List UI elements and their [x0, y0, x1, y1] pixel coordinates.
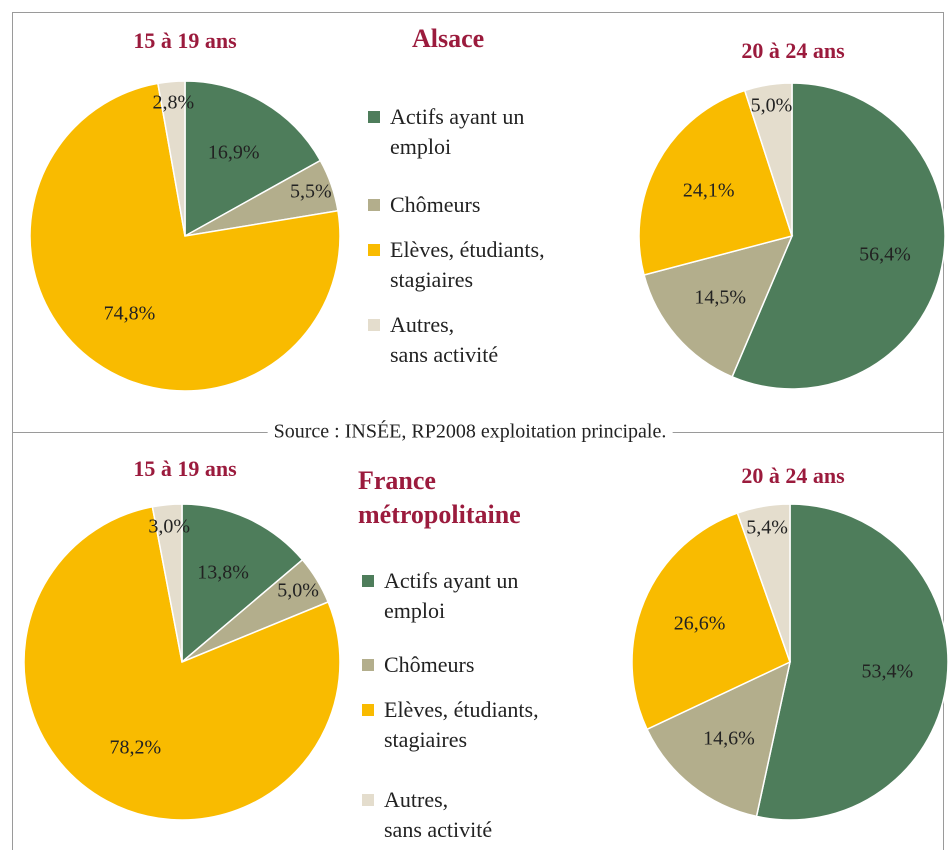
legend-item: Autres, sans activité	[362, 785, 492, 845]
legend-swatch	[362, 704, 374, 716]
pie-slice	[643, 234, 794, 378]
pie-title: 20 à 24 ans	[741, 38, 845, 63]
pie-slice	[151, 503, 183, 663]
source-note: Source : INSÉE, RP2008 exploitation prin…	[267, 420, 673, 444]
slice-label: 14,6%	[703, 727, 755, 750]
legend-label: Actifs ayant un emploi	[384, 568, 519, 623]
pie-slice	[157, 80, 186, 237]
slice-label: 74,8%	[103, 302, 156, 325]
legend-label: Autres, sans activité	[384, 787, 493, 842]
slice-label: 26,6%	[673, 612, 726, 635]
pie-slice	[731, 82, 946, 390]
legend-item: Chômeurs	[362, 650, 474, 680]
pie-slice	[736, 503, 791, 663]
pie-slice	[23, 505, 341, 821]
pie-slice	[638, 89, 793, 276]
slice-label: 13,8%	[197, 561, 249, 584]
slice-label: 78,2%	[109, 736, 162, 759]
legend-swatch	[362, 575, 374, 587]
legend-item: Elèves, étudiants, stagiaires	[368, 235, 545, 295]
legend-swatch	[368, 111, 380, 123]
pie-slice	[743, 82, 793, 237]
slice-label: 5,5%	[289, 180, 332, 203]
slice-label: 3,0%	[148, 515, 191, 538]
legend-item: Elèves, étudiants, stagiaires	[362, 695, 539, 755]
panel-heading: France métropolitaine	[358, 466, 521, 529]
slice-label: 14,5%	[694, 286, 747, 309]
slice-label: 53,4%	[861, 660, 914, 683]
pie-slice	[646, 660, 792, 818]
pie-title: 20 à 24 ans	[741, 463, 845, 488]
slice-label: 5,0%	[277, 579, 319, 602]
legend-item: Actifs ayant un emploi	[362, 566, 518, 626]
slice-label: 5,4%	[746, 516, 788, 539]
legend-swatch	[362, 794, 374, 806]
legend-item: Chômeurs	[368, 190, 480, 220]
slice-label: 24,1%	[682, 179, 735, 202]
legend-swatch	[362, 659, 374, 671]
pie-slice	[29, 82, 341, 392]
slice-label: 5,0%	[750, 94, 793, 117]
legend-swatch	[368, 319, 380, 331]
legend-label: Elèves, étudiants, stagiaires	[390, 237, 545, 292]
legend-label: Actifs ayant un emploi	[390, 104, 525, 159]
panel-heading: Alsace	[412, 24, 485, 53]
slice-label: 2,8%	[152, 91, 195, 114]
legend-label: Elèves, étudiants, stagiaires	[384, 697, 539, 752]
pie-slice	[184, 80, 322, 238]
pie-title: 15 à 19 ans	[133, 456, 237, 481]
pie-slice	[181, 503, 304, 664]
legend-label: Chômeurs	[390, 192, 481, 217]
legend-swatch	[368, 244, 380, 256]
slice-label: 56,4%	[859, 243, 911, 266]
pie-slice	[755, 503, 949, 821]
slice-label: 16,9%	[207, 141, 260, 164]
legend-swatch	[368, 199, 380, 211]
pie-slice	[631, 512, 791, 731]
pie-title: 15 à 19 ans	[133, 28, 237, 53]
legend-label: Chômeurs	[384, 652, 475, 677]
legend-label: Autres, sans activité	[390, 312, 499, 367]
legend-item: Autres, sans activité	[368, 310, 498, 370]
legend-item: Actifs ayant un emploi	[368, 102, 524, 162]
